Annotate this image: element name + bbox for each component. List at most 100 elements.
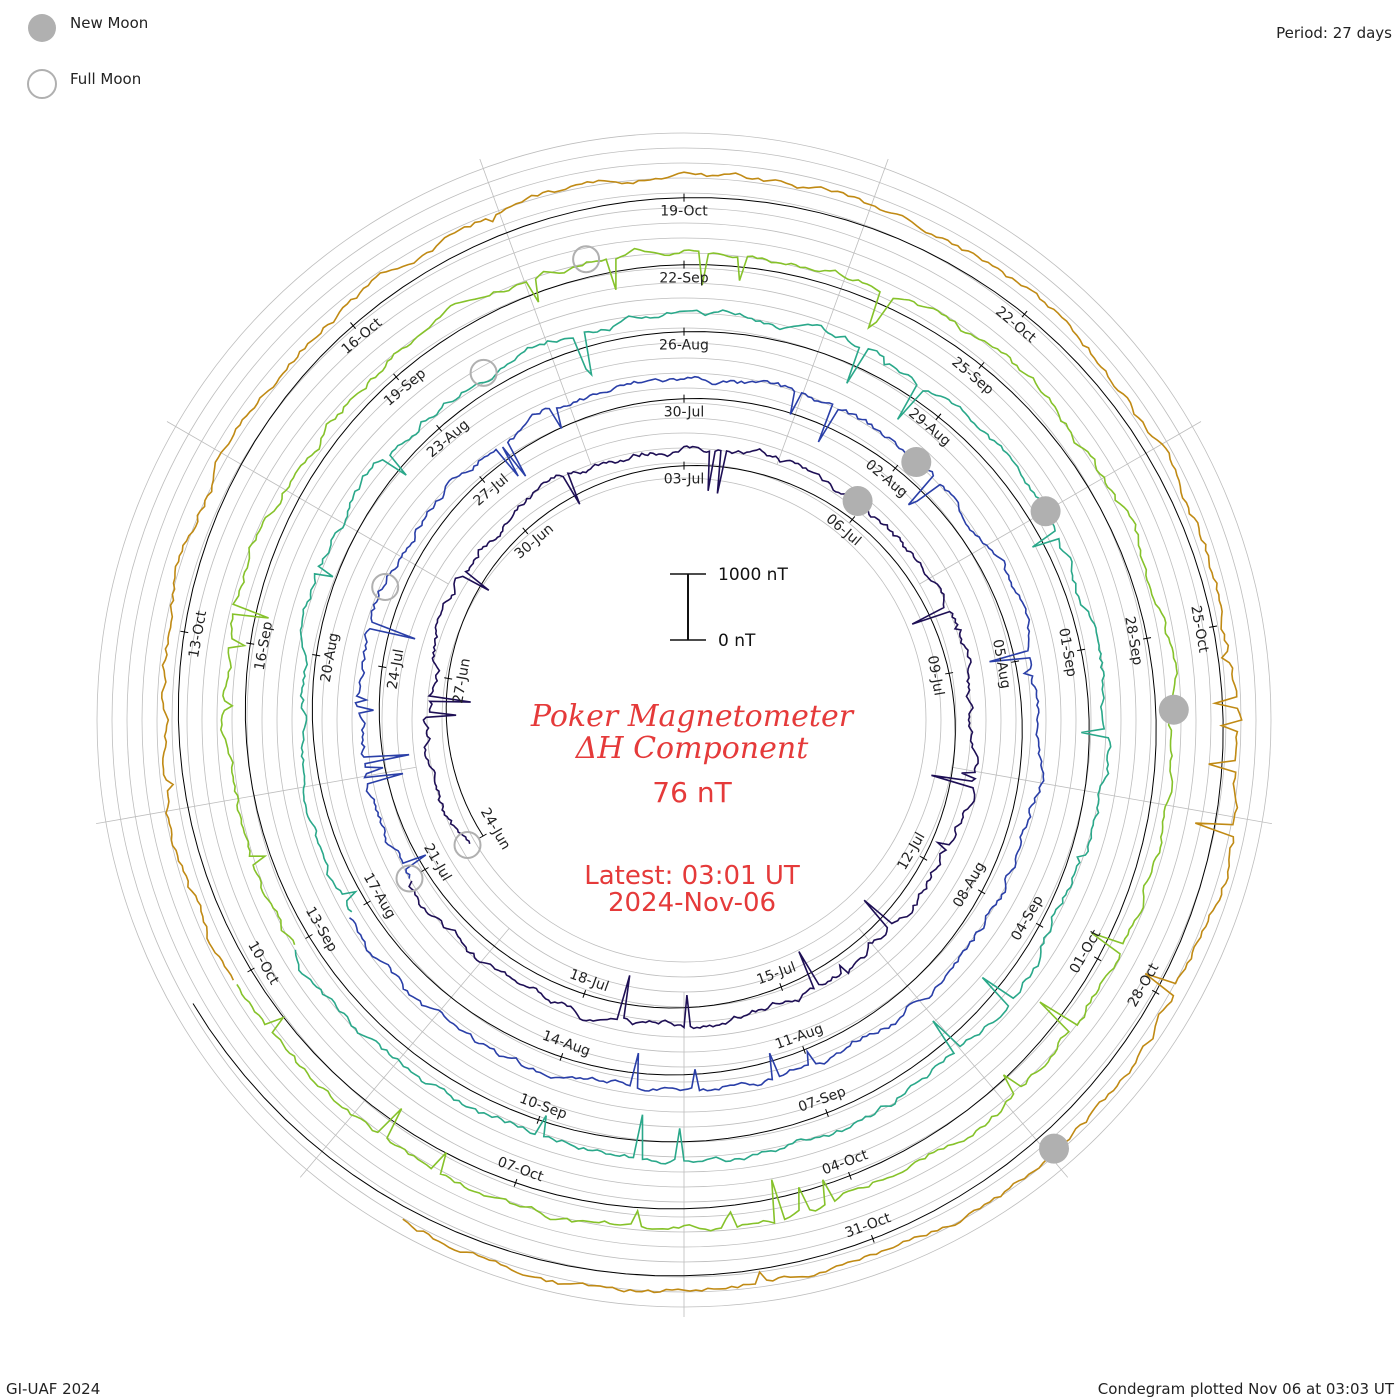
full-moon-legend-label: Full Moon [70,70,141,88]
new-moon-legend-label: New Moon [70,14,148,32]
radial-gridline [776,158,889,465]
full-moon-legend-icon [27,69,57,99]
date-tick [779,983,784,991]
new-moon-icon [842,486,873,516]
latest-date: 2024-Nov-06 [608,888,776,918]
date-label: 24-Jun [477,805,514,852]
footer-credit: GI-UAF 2024 [6,1380,100,1398]
date-label: 04-Sep [1008,893,1047,944]
date-label: 30-Jun [512,521,557,563]
date-tick [312,653,321,657]
cycle-baseline [244,264,1157,1210]
trace-13-Sep [219,247,1179,1232]
date-tick [1035,922,1044,928]
date-tick [378,665,387,668]
date-tick [479,833,487,839]
date-tick [802,1046,806,1054]
cycle-baseline-rings [177,197,1224,1277]
date-label: 26-Aug [659,338,709,354]
date-label: 27-Jul [471,471,512,509]
date-label: 27-Jun [450,657,474,705]
trace-24-Jun [408,445,979,1030]
date-tick [978,362,985,369]
date-label: 24-Jul [385,648,408,691]
date-tick [849,516,856,523]
date-tick [363,900,371,906]
radial-gridlines [96,158,1272,1317]
moon-markers [371,245,1189,1164]
full-moon-icon [371,573,400,601]
date-label: 16-Sep [252,620,276,671]
date-tick [582,990,587,998]
date-tick [246,642,255,645]
date-tick [919,855,928,861]
full-moon-icon [453,831,482,859]
date-tick [1077,648,1086,652]
date-tick [393,373,400,381]
date-label: 12-Jul [894,830,928,873]
date-tick [305,934,313,939]
radial-gridline [299,928,510,1178]
date-label: 04-Oct [820,1147,871,1178]
full-moon-icon [469,358,498,387]
cycle-baseline [424,464,956,1009]
date-label: 07-Sep [796,1084,848,1116]
date-tick [1143,637,1152,640]
date-tick [479,476,486,483]
radial-gridline [96,766,417,825]
date-tick [935,413,942,421]
date-tick [513,1178,518,1187]
date-tick [180,630,189,634]
radial-gridline [479,158,592,465]
date-label: 22-Sep [659,271,708,287]
radial-gridline [858,928,1069,1178]
trace-21-Jul [349,375,1045,1092]
date-tick [870,1234,875,1243]
date-tick [1093,956,1102,962]
date-tick [945,672,954,675]
new-moon-icon [1158,694,1189,725]
date-label: 08-Aug [950,859,989,910]
trace-10-Oct [160,171,1243,1294]
date-tick [350,322,356,329]
date-label: 10-Oct [244,938,282,988]
date-label: 20-Aug [318,632,342,684]
date-tick [421,867,429,872]
date-tick [559,1053,564,1061]
date-tick [1209,625,1218,628]
date-label: 01-Sep [1055,627,1079,678]
new-moon-icon [1030,496,1061,527]
latest-value: 76 nT [652,776,732,809]
date-label: 09-Jul [924,654,947,697]
chart-title: Poker Magnetometer [530,699,855,734]
date-label: 23-Aug [424,417,473,461]
date-tick [247,967,255,973]
date-label: 28-Sep [1121,615,1145,666]
scale-bar-top-label: 1000 nT [718,565,788,585]
date-label: 19-Oct [660,204,708,220]
scale-bar-bottom-label: 0 nT [718,631,756,651]
date-label: 17-Aug [360,870,399,921]
magnetometer-traces [160,171,1243,1294]
date-label: 07-Oct [495,1154,546,1185]
radial-gridline [919,421,1202,585]
new-moon-icon [901,447,932,477]
date-tick [1151,989,1160,995]
full-moon-icon [395,864,424,893]
date-tick [1021,310,1028,318]
date-label: 30-Jul [664,405,705,421]
new-moon-icon [1039,1133,1069,1164]
date-tick [1011,660,1020,663]
radial-gridline [166,421,449,585]
date-tick [848,1171,852,1180]
date-label: 11-Aug [773,1021,825,1053]
grid-ring [441,477,927,963]
radial-gridline [951,766,1272,825]
date-label: 05-Aug [989,638,1013,690]
date-tick [536,1115,541,1124]
period-label: Period: 27 days [1276,24,1392,42]
footer-plot-time: Condegram plotted Nov 06 at 03:03 UT [1098,1380,1395,1398]
date-tick [436,424,443,432]
date-tick [977,889,986,895]
